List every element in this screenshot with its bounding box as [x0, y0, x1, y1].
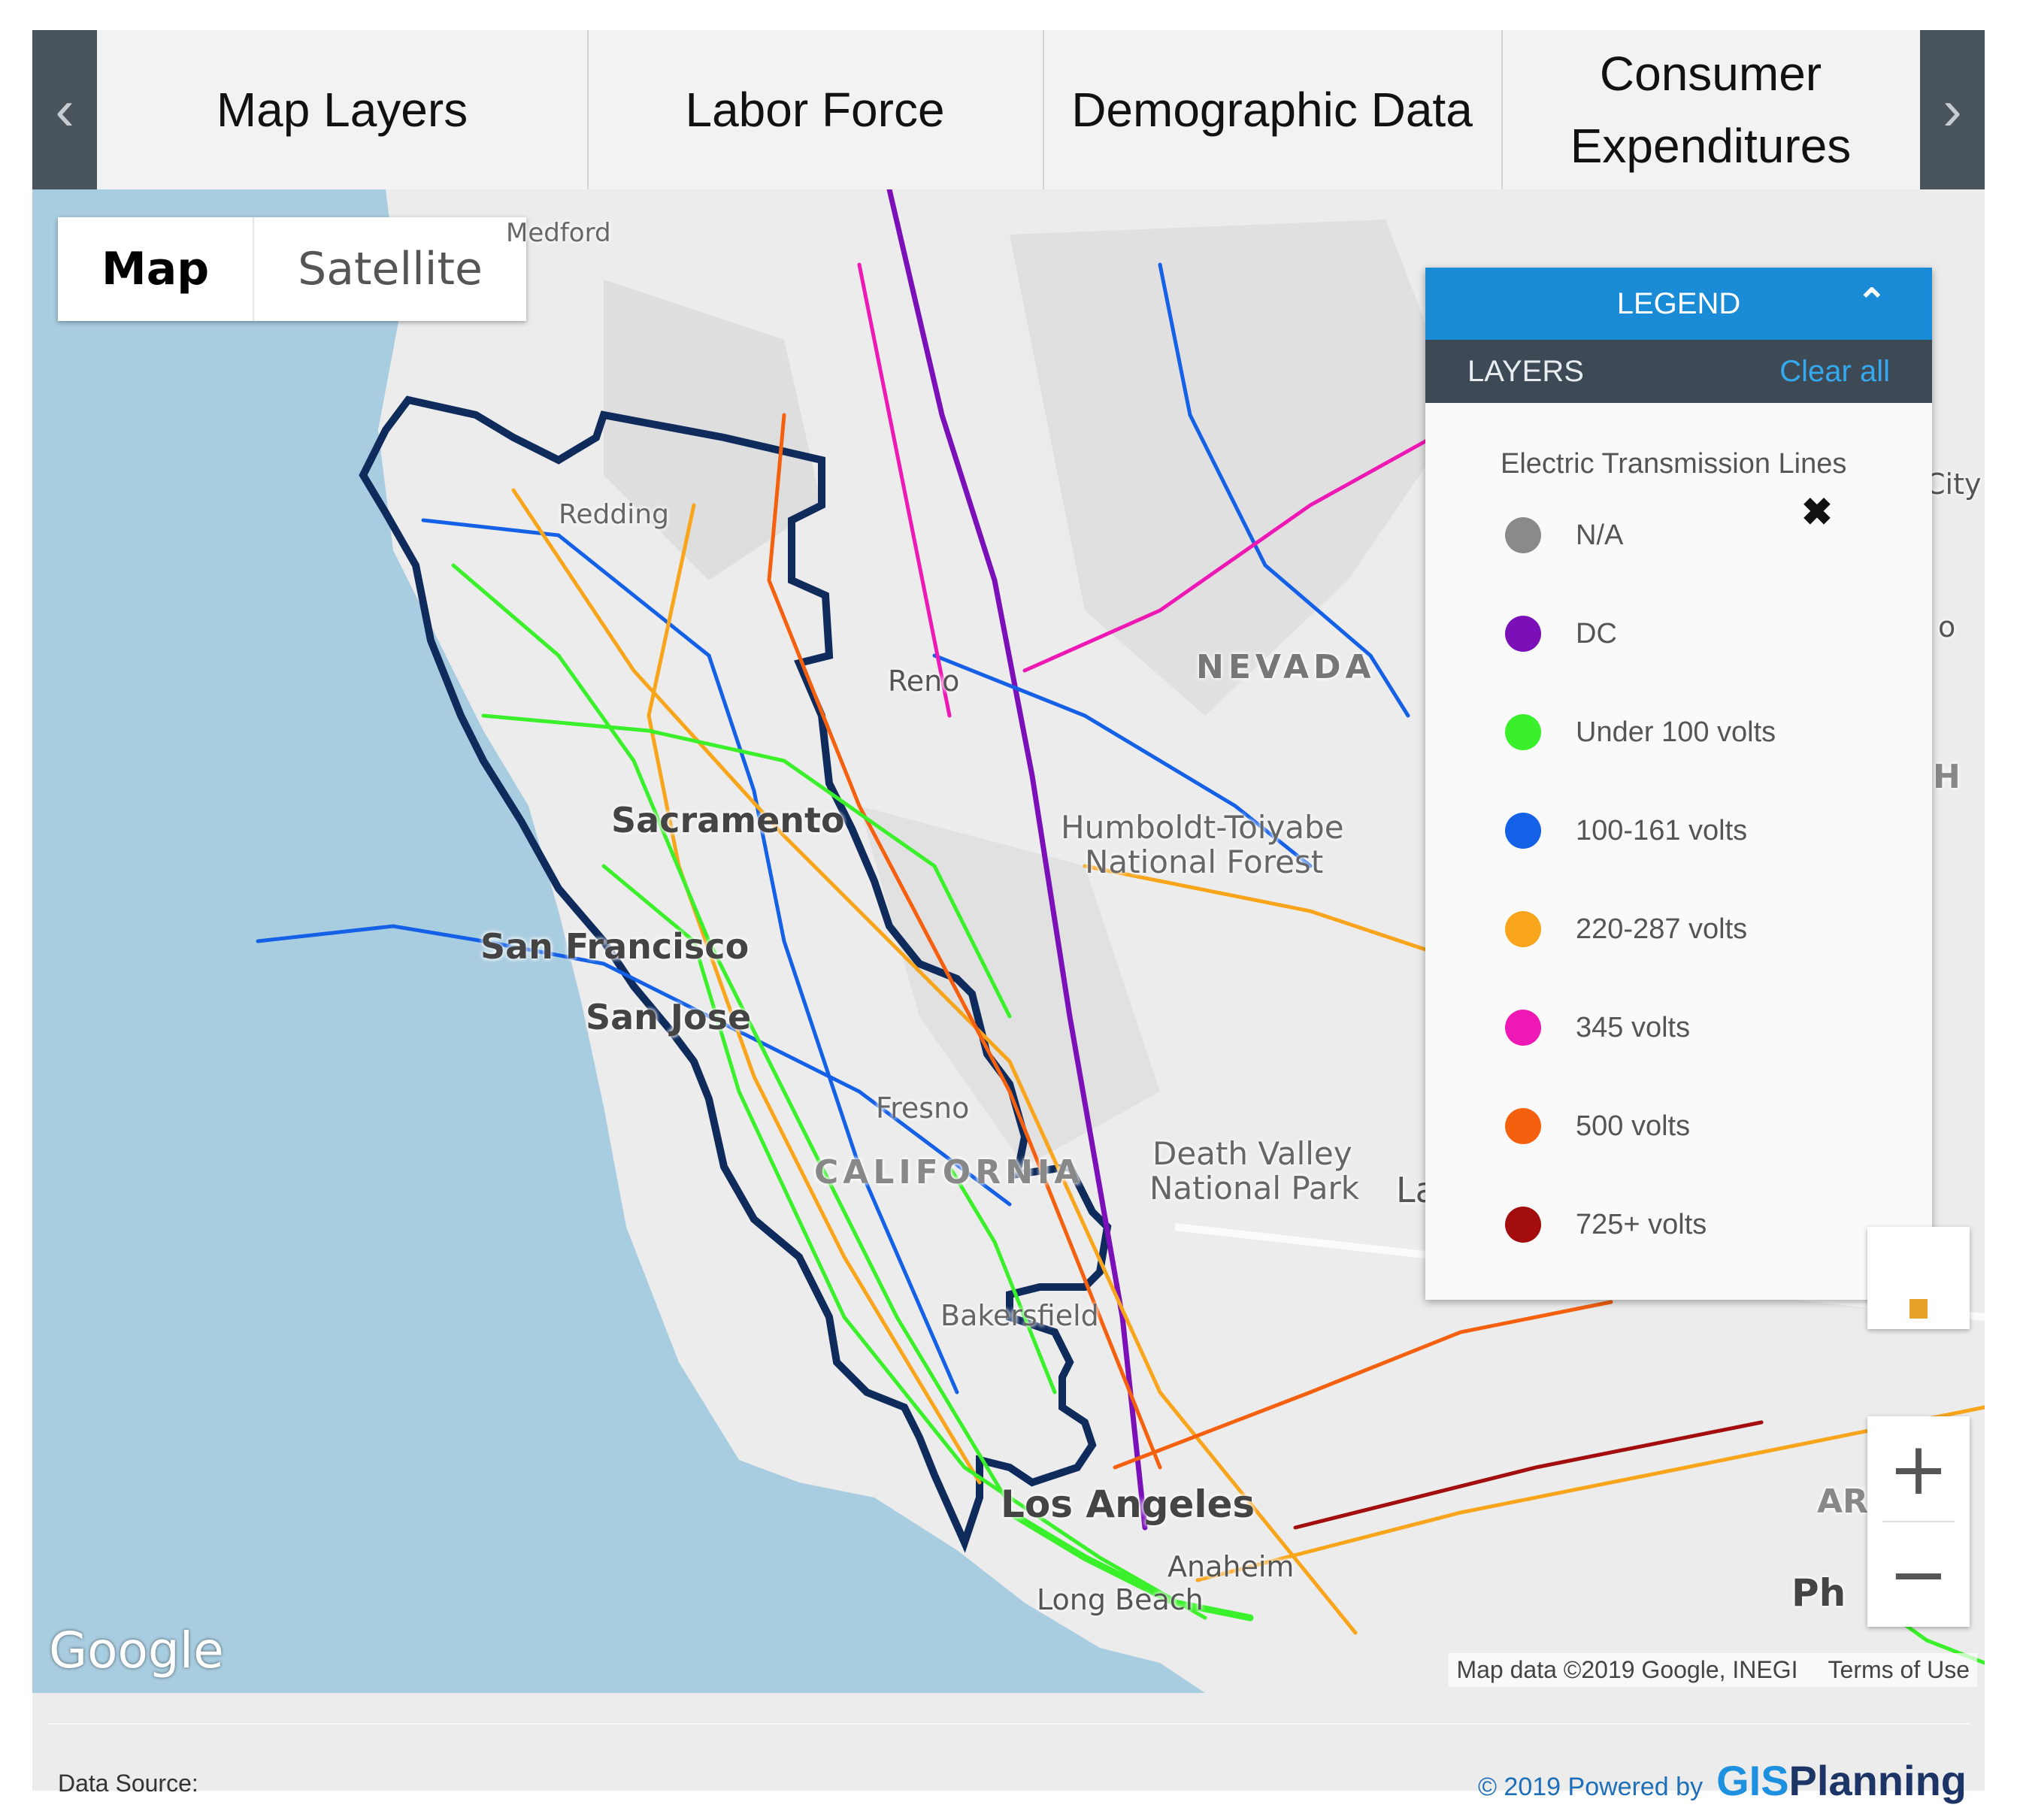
legend-panel: LEGEND ⌃ LAYERS Clear all Electric Trans…: [1425, 268, 1932, 1300]
data-source-label: Data Source:: [58, 1770, 198, 1797]
legend-item-label: 500 volts: [1576, 1110, 1691, 1142]
legend-item: 725+ volts: [1505, 1207, 1707, 1243]
region-label-nevada: NEVADA: [1196, 648, 1376, 686]
zoom-divider: [1882, 1521, 1955, 1522]
legend-swatch: [1505, 1207, 1541, 1243]
tab-bar: ‹ Map Layers Labor Force Demographic Dat…: [32, 30, 1985, 190]
place-label-medford: Medford: [506, 218, 611, 248]
zoom-control: + −: [1867, 1416, 1970, 1627]
legend-layer-title: Electric Transmission Lines: [1501, 448, 1847, 480]
transmission-lines: [256, 189, 1985, 1665]
powered-by: © 2019 Powered by GISPlanning: [1478, 1756, 1967, 1805]
footer-divider: [47, 1723, 1970, 1725]
place-label-humboldt-forest: National Forest: [1085, 843, 1324, 880]
chevron-up-icon[interactable]: ⌃: [1856, 283, 1887, 323]
legend-item: 220-287 volts: [1505, 911, 1747, 947]
tab-label: Map Layers: [216, 83, 468, 137]
zoom-out-button[interactable]: −: [1888, 1532, 1949, 1616]
powered-by-label: © 2019 Powered by: [1477, 1773, 1704, 1801]
place-label-death-valley-park: National Park: [1149, 1170, 1360, 1207]
place-label-city-partial: City: [1925, 468, 1982, 501]
google-logo: Google: [49, 1622, 224, 1679]
pegman-icon: [1909, 1299, 1928, 1319]
tab-label: Demographic Data: [1071, 83, 1473, 137]
place-label-phoenix-partial: Ph: [1791, 1571, 1846, 1615]
place-label-anaheim: Anaheim: [1167, 1550, 1295, 1583]
brand-gis: GIS: [1716, 1757, 1789, 1804]
street-view-pegman[interactable]: [1867, 1227, 1970, 1329]
place-label-long-beach: Long Beach: [1037, 1583, 1204, 1616]
terrain-shade: [604, 280, 822, 580]
place-label-los-angeles: Los Angeles: [1001, 1482, 1255, 1526]
clear-all-link[interactable]: Clear all: [1779, 354, 1890, 388]
legend-item: N/A: [1505, 517, 1623, 553]
gisplanning-logo[interactable]: GISPlanning: [1716, 1756, 1967, 1805]
tab-label: Consumer Expenditures: [1570, 47, 1852, 173]
legend-swatch: [1505, 911, 1541, 947]
legend-item: 345 volts: [1505, 1010, 1690, 1046]
place-label-partial-o: o: [1938, 610, 1956, 644]
place-label-humboldt: Humboldt-Toiyabe: [1061, 809, 1344, 846]
map-data-credit: Map data ©2019 Google, INEGI: [1456, 1656, 1798, 1683]
place-label-san-jose: San Jose: [586, 997, 752, 1037]
footer: Data Source: © 2019 Powered by GISPlanni…: [32, 1693, 1985, 1804]
legend-header[interactable]: LEGEND ⌃: [1425, 268, 1932, 340]
legend-item-label: Under 100 volts: [1576, 716, 1776, 748]
territory-outline: [359, 395, 1112, 1553]
tab-label: Labor Force: [685, 83, 945, 137]
place-label-redding: Redding: [559, 499, 669, 530]
place-label-fresno: Fresno: [876, 1092, 970, 1125]
region-label-arizona-partial: AR: [1817, 1482, 1868, 1521]
legend-item-label: 100-161 volts: [1576, 814, 1748, 846]
legend-item-label: 345 volts: [1576, 1011, 1691, 1043]
place-label-death-valley: Death Valley: [1152, 1135, 1352, 1172]
zoom-in-button[interactable]: +: [1888, 1427, 1949, 1511]
legend-layers-bar: LAYERS Clear all: [1425, 340, 1932, 403]
legend-swatch: [1505, 714, 1541, 750]
legend-swatch: [1505, 1108, 1541, 1144]
map-type-map-button[interactable]: Map: [58, 217, 255, 321]
brand-planning: Planning: [1788, 1757, 1967, 1804]
legend-swatch: [1505, 1010, 1541, 1046]
place-label-bakersfield: Bakersfield: [940, 1299, 1099, 1332]
region-label-california: CALIFORNIA: [814, 1153, 1085, 1192]
map-canvas[interactable]: Map Satellite Medford Redding Reno NEVAD…: [32, 189, 1985, 1693]
close-icon[interactable]: ✖: [1801, 491, 1833, 533]
layers-label: LAYERS: [1467, 354, 1584, 388]
place-label-san-francisco: San Francisco: [480, 926, 750, 967]
map-attribution: Map data ©2019 Google, INEGI Terms of Us…: [1449, 1653, 1977, 1687]
legend-item-label: DC: [1576, 617, 1617, 650]
tab-map-layers[interactable]: Map Layers: [97, 30, 589, 189]
legend-swatch: [1505, 517, 1541, 553]
legend-item: 500 volts: [1505, 1108, 1690, 1144]
legend-item: Under 100 volts: [1505, 714, 1776, 750]
legend-item: DC: [1505, 616, 1617, 652]
place-label-reno: Reno: [888, 665, 960, 698]
legend-header-label: LEGEND: [1616, 286, 1741, 320]
map-type-satellite-button[interactable]: Satellite: [298, 243, 483, 295]
legend-item: 100-161 volts: [1505, 813, 1747, 849]
legend-swatch: [1505, 616, 1541, 652]
legend-item-label: N/A: [1576, 519, 1624, 551]
legend-item-label: 220-287 volts: [1576, 913, 1748, 945]
terrain-shade: [859, 806, 1160, 1167]
chevron-left-icon[interactable]: ‹: [32, 30, 97, 189]
tab-demographic-data[interactable]: Demographic Data: [1043, 30, 1503, 189]
terms-of-use-link[interactable]: Terms of Use: [1828, 1656, 1970, 1683]
map-type-control: Map Satellite: [58, 217, 526, 321]
chevron-right-icon[interactable]: ›: [1920, 30, 1985, 189]
place-label-sacramento: Sacramento: [611, 800, 845, 840]
legend-item-label: 725+ volts: [1576, 1208, 1707, 1240]
region-label-utah-partial: H: [1933, 758, 1961, 796]
tab-consumer-expenditures[interactable]: Consumer Expenditures: [1501, 30, 1920, 189]
terrain-shade: [1010, 220, 1461, 716]
tab-labor-force[interactable]: Labor Force: [587, 30, 1044, 189]
legend-swatch: [1505, 813, 1541, 849]
